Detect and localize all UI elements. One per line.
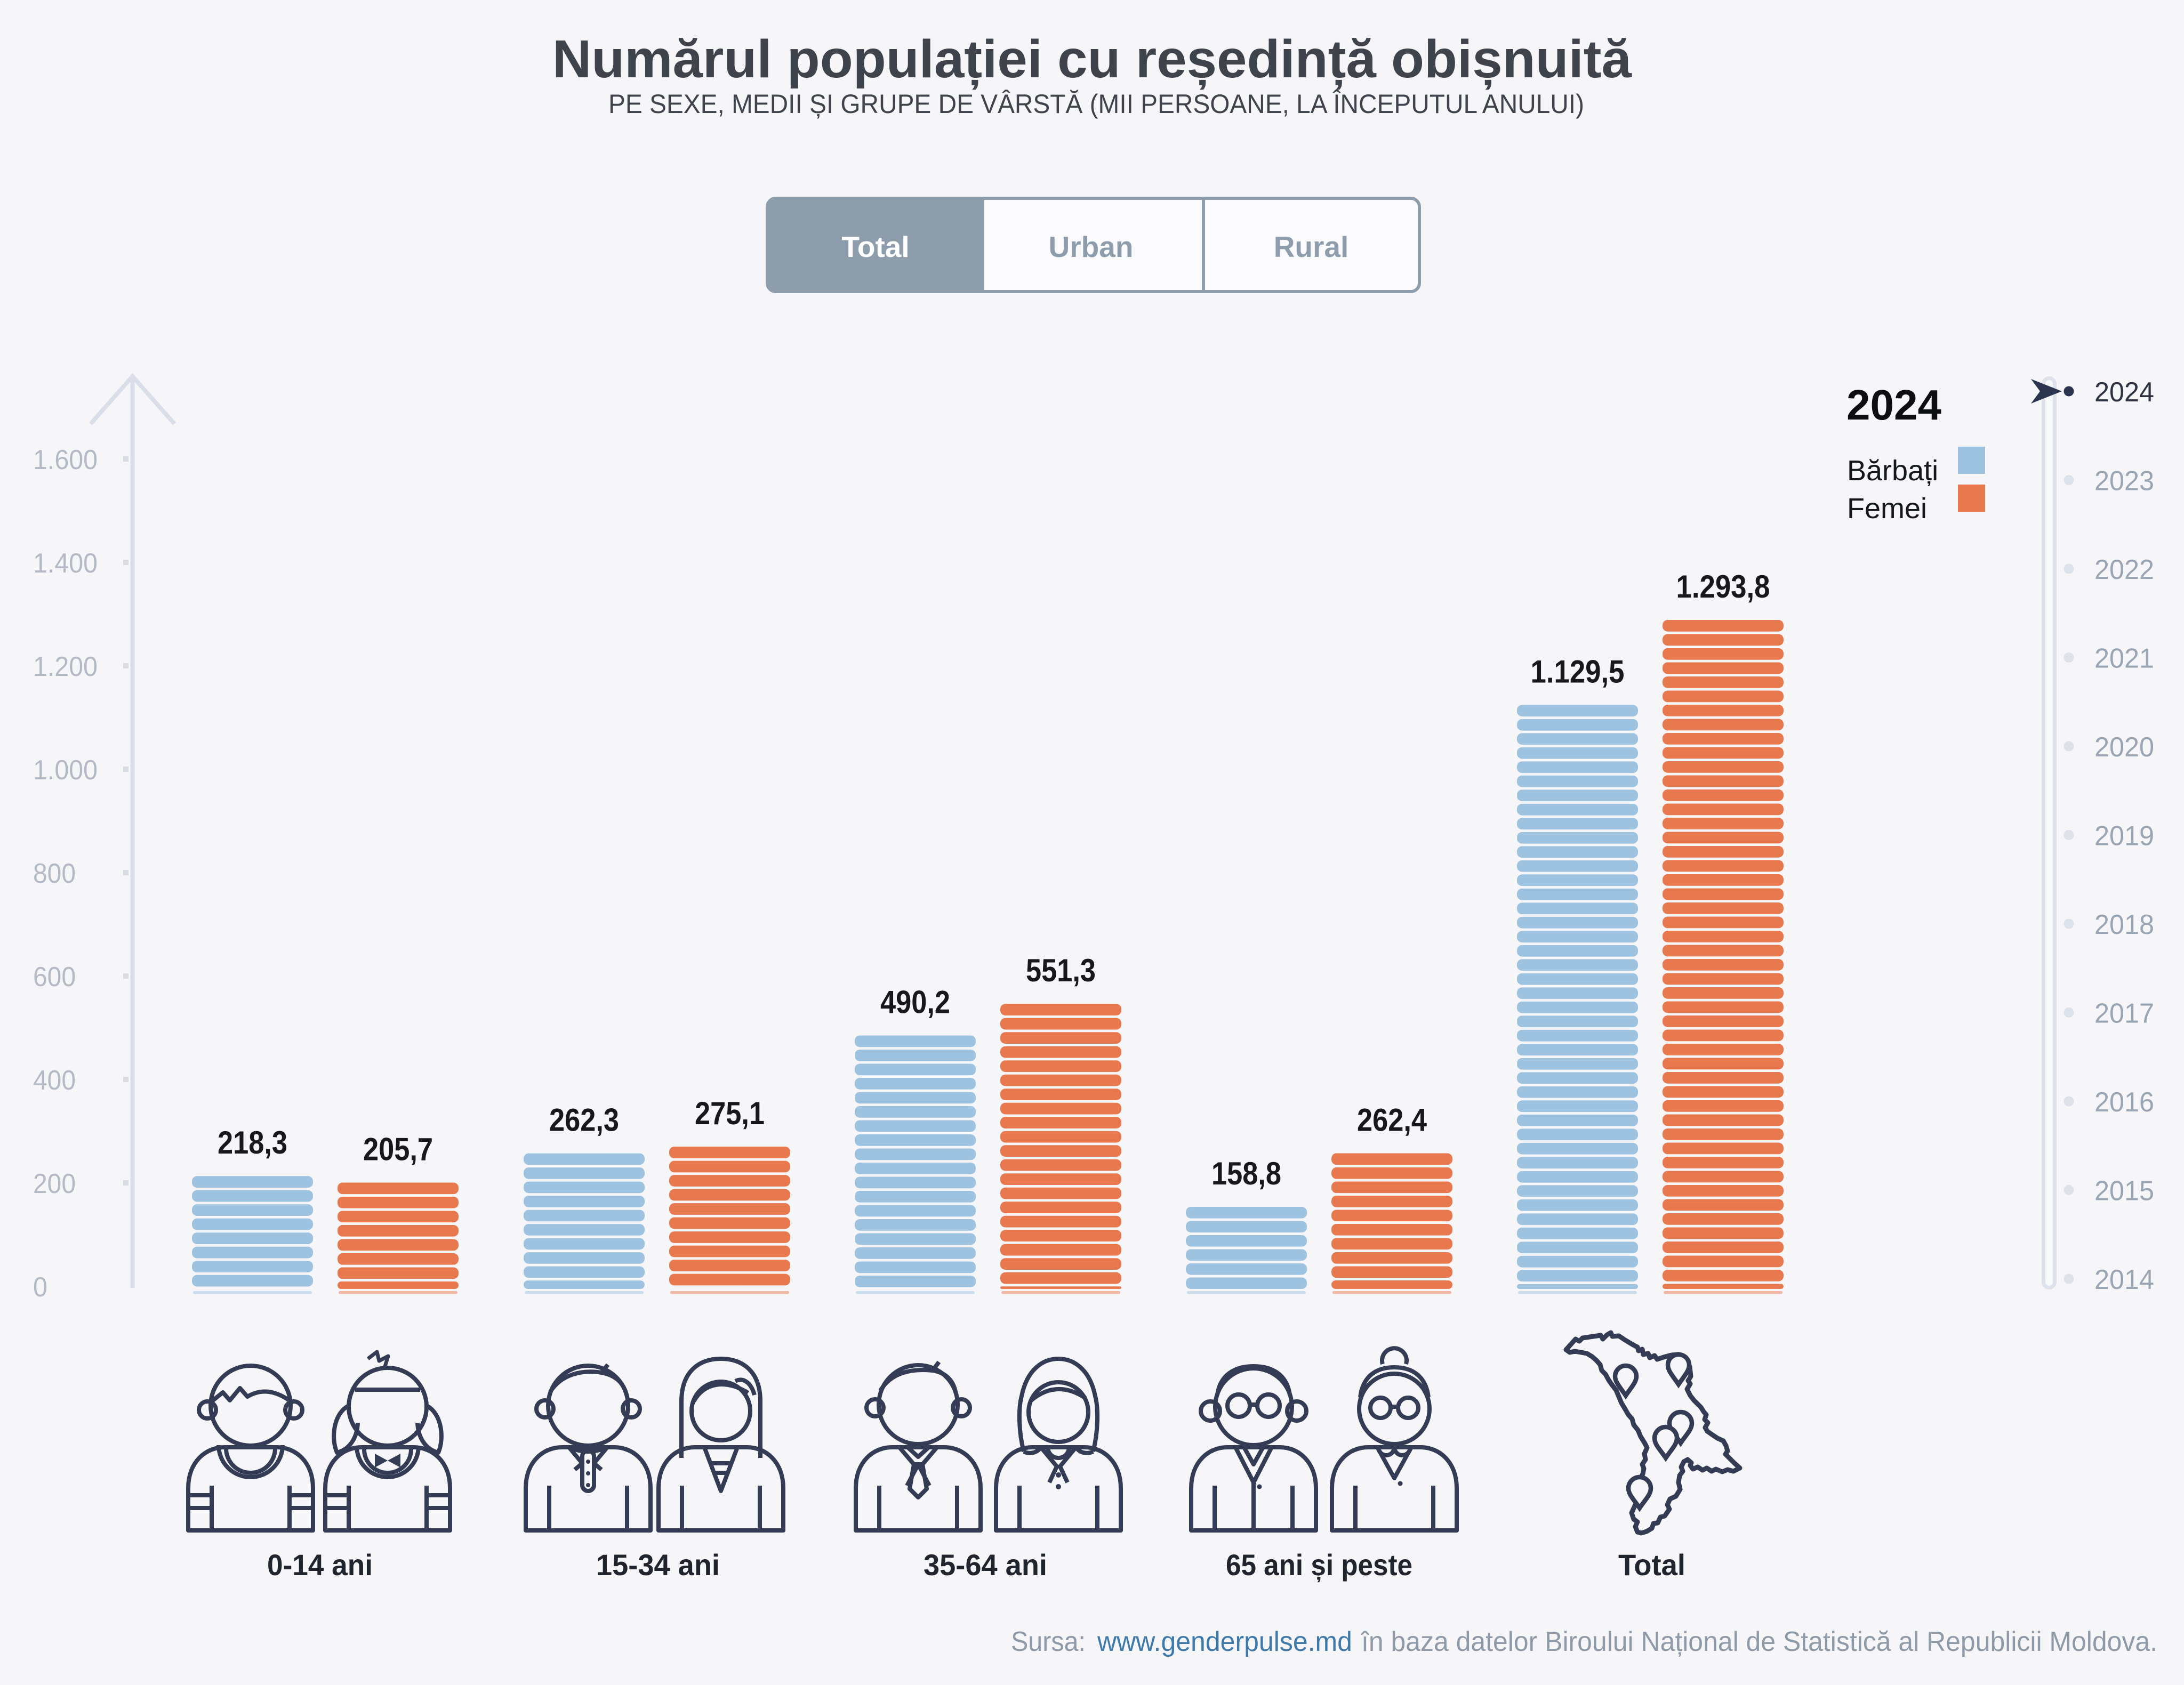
svg-text:2023: 2023 [2094, 466, 2154, 497]
svg-text:158,8: 158,8 [1211, 1156, 1281, 1191]
svg-text:1.200: 1.200 [33, 651, 98, 682]
svg-text:în baza datelor Biroului Națio: în baza datelor Biroului Național de Sta… [1360, 1626, 2157, 1657]
svg-text:1.293,8: 1.293,8 [1676, 569, 1770, 604]
svg-text:2017: 2017 [2094, 998, 2154, 1029]
svg-text:400: 400 [33, 1065, 76, 1096]
svg-text:65 ani și peste: 65 ani și peste [1226, 1548, 1412, 1582]
svg-text:Rural: Rural [1274, 230, 1349, 263]
svg-text:200: 200 [33, 1168, 76, 1199]
svg-text:2014: 2014 [2094, 1264, 2154, 1295]
svg-text:1.400: 1.400 [33, 548, 98, 579]
svg-text:1.000: 1.000 [33, 755, 98, 786]
svg-text:2024: 2024 [1846, 381, 1942, 429]
svg-text:2015: 2015 [2094, 1176, 2154, 1207]
svg-text:2024: 2024 [2094, 377, 2154, 408]
svg-text:PE SEXE, MEDII ȘI GRUPE DE VÂR: PE SEXE, MEDII ȘI GRUPE DE VÂRSTĂ (MII P… [608, 89, 1584, 119]
svg-text:800: 800 [33, 858, 76, 889]
svg-text:551,3: 551,3 [1026, 953, 1096, 988]
svg-text:2020: 2020 [2094, 732, 2154, 763]
svg-text:0: 0 [33, 1272, 47, 1303]
svg-text:262,3: 262,3 [549, 1102, 619, 1138]
svg-text:490,2: 490,2 [880, 985, 950, 1020]
svg-text:Femei: Femei [1847, 493, 1927, 525]
svg-text:2019: 2019 [2094, 821, 2154, 852]
svg-text:Total: Total [841, 230, 909, 263]
svg-text:262,4: 262,4 [1357, 1102, 1427, 1138]
svg-text:600: 600 [33, 962, 76, 993]
svg-text:Numărul populației cu reședinț: Numărul populației cu reședință obișnuit… [552, 29, 1632, 90]
svg-text:Urban: Urban [1049, 230, 1134, 263]
svg-text:Bărbați: Bărbați [1847, 455, 1938, 487]
svg-text:Sursa:: Sursa: [1011, 1626, 1086, 1657]
svg-text:Total: Total [1618, 1548, 1685, 1582]
svg-text:205,7: 205,7 [363, 1131, 433, 1167]
svg-text:0-14 ani: 0-14 ani [267, 1548, 373, 1582]
svg-text:275,1: 275,1 [695, 1095, 765, 1131]
svg-text:2021: 2021 [2094, 643, 2154, 674]
svg-text:1.129,5: 1.129,5 [1531, 654, 1625, 689]
svg-text:2022: 2022 [2094, 554, 2154, 585]
svg-text:1.600: 1.600 [33, 445, 98, 475]
svg-text:2016: 2016 [2094, 1087, 2154, 1118]
svg-text:15-34 ani: 15-34 ani [596, 1548, 720, 1582]
svg-text:218,3: 218,3 [218, 1125, 287, 1160]
svg-text:35-64 ani: 35-64 ani [924, 1548, 1047, 1582]
svg-text:2018: 2018 [2094, 909, 2154, 940]
svg-text:www.genderpulse.md: www.genderpulse.md [1097, 1626, 1352, 1657]
